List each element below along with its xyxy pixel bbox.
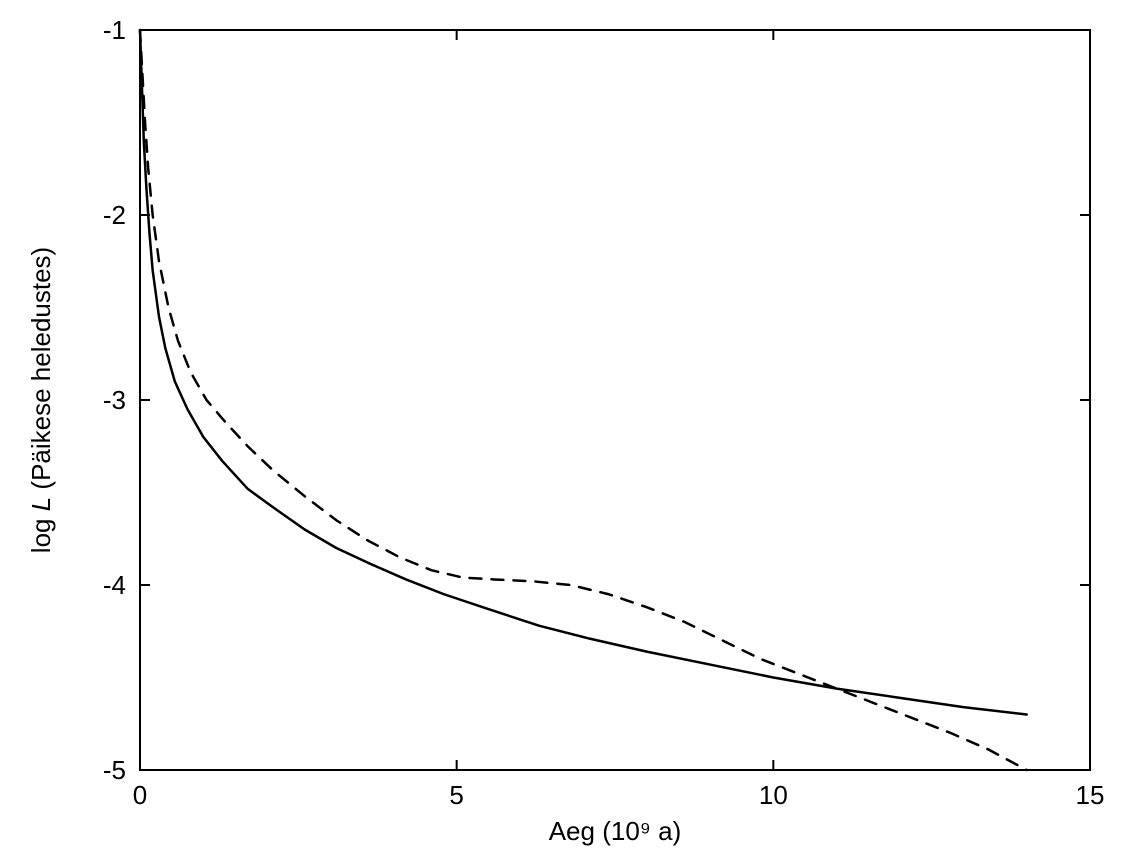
- y-axis-ticks: -5 -4 -3 -2 -1: [103, 15, 1090, 785]
- x-tick-label: 10: [759, 780, 788, 810]
- x-tick-label: 5: [449, 780, 463, 810]
- series-dashed-line: [140, 30, 1027, 770]
- y-tick-label: -5: [103, 755, 126, 785]
- x-tick-label: 15: [1076, 780, 1105, 810]
- svg-text:log L (Päikese heledustes): log L (Päikese heledustes): [26, 247, 56, 553]
- x-axis-title: Aeg (10⁹ a): [549, 816, 682, 846]
- chart-svg: 0 5 10 15 -5 -4 -3 -2 -1 Aeg (10⁹ a) log L (Päi…: [0, 0, 1129, 860]
- x-tick-label: 0: [133, 780, 147, 810]
- y-tick-label: -4: [103, 570, 126, 600]
- y-tick-label: -3: [103, 385, 126, 415]
- plot-frame: [140, 30, 1090, 770]
- y-tick-label: -1: [103, 15, 126, 45]
- luminosity-time-chart: 0 5 10 15 -5 -4 -3 -2 -1 Aeg (10⁹ a) log L (Päi…: [0, 0, 1129, 860]
- series-solid-line: [140, 30, 1027, 715]
- x-axis-ticks: 0 5 10 15: [133, 30, 1105, 810]
- y-tick-label: -2: [103, 200, 126, 230]
- y-axis-title: log L (Päikese heledustes): [26, 247, 56, 553]
